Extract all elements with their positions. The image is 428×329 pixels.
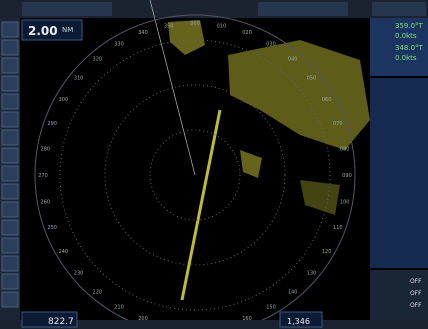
bearing-label: 310 <box>74 75 84 81</box>
bearing-label: 200 <box>138 316 148 322</box>
side-panel <box>370 78 428 268</box>
top-panel <box>258 2 348 16</box>
bearing-label: 030 <box>266 41 276 47</box>
top-panel <box>372 2 426 16</box>
radar-echo <box>168 20 370 215</box>
top-panel <box>22 2 112 16</box>
bottom-value: 822.7 <box>48 317 74 327</box>
toolbar-button[interactable] <box>1 129 19 146</box>
toolbar-button[interactable] <box>1 183 19 200</box>
range-box[interactable] <box>21 19 83 41</box>
toolbar-button[interactable] <box>1 39 19 56</box>
bearing-label: 160 <box>242 316 252 322</box>
bearing-label: 300 <box>59 97 69 103</box>
bearing-label: 280 <box>41 147 51 153</box>
bearing-label: 350 <box>164 23 174 29</box>
bearing-label: 290 <box>47 121 57 127</box>
bearing-label: 040 <box>288 57 298 63</box>
status-value: OFF <box>410 302 422 309</box>
radar-echo <box>180 109 222 301</box>
bearing-ring <box>34 14 356 329</box>
range-value: 2.00 <box>28 24 58 38</box>
bearing-label: 330 <box>114 41 124 47</box>
bearing-label: 250 <box>47 225 57 231</box>
status-value: OFF <box>410 278 422 285</box>
toolbar-button[interactable] <box>1 291 19 308</box>
bearing-label: 070 <box>333 121 343 127</box>
toolbar-button[interactable] <box>1 237 19 254</box>
value-box[interactable] <box>279 311 323 328</box>
bearing-label: 270 <box>38 173 48 179</box>
bearing-label: 060 <box>322 97 332 103</box>
toolbar-button[interactable] <box>1 147 19 164</box>
value-box[interactable] <box>21 311 78 328</box>
bearing-label: 140 <box>288 289 298 295</box>
bearing-label: 150 <box>266 305 276 311</box>
toolbar-button[interactable] <box>1 255 19 272</box>
bottom-value: 1,346 <box>287 317 310 326</box>
bearing-label: 340 <box>138 30 148 36</box>
bearing-label: 230 <box>74 271 84 277</box>
bearing-label: 090 <box>342 173 352 179</box>
bearing-label: 010 <box>217 23 227 29</box>
range-unit: NM <box>62 26 73 34</box>
toolbar-button[interactable] <box>1 165 19 182</box>
bearing-label: 210 <box>114 305 124 311</box>
toolbar-button[interactable] <box>1 93 19 110</box>
toolbar-button[interactable] <box>1 219 19 236</box>
bearing-label: 320 <box>93 57 103 63</box>
bearing-label: 110 <box>333 225 343 231</box>
bearing-label: 220 <box>93 289 103 295</box>
heading: 348.0°T <box>395 44 424 52</box>
toolbar-button[interactable] <box>1 75 19 92</box>
status-value: OFF <box>410 290 422 297</box>
toolbar-button[interactable] <box>1 57 19 74</box>
bottom-bar <box>0 320 428 329</box>
bearing-label: 130 <box>307 271 317 277</box>
heading: 359.0°T <box>395 22 424 30</box>
bearing-label: 050 <box>307 75 317 81</box>
bearing-label: 120 <box>322 249 332 255</box>
bearing-label: 240 <box>59 249 69 255</box>
bearing-label: 260 <box>41 199 51 205</box>
toolbar-button[interactable] <box>1 273 19 290</box>
toolbar-button[interactable] <box>1 111 19 128</box>
info-panel <box>370 18 428 76</box>
speed: 0.0kts <box>395 54 417 62</box>
toolbar-button[interactable] <box>1 21 19 38</box>
speed: 0.0kts <box>395 32 417 40</box>
bearing-label: 020 <box>242 30 252 36</box>
toolbar-button[interactable] <box>1 201 19 218</box>
range-rings <box>59 39 331 311</box>
status-panel <box>370 270 428 320</box>
bearing-label: 100 <box>340 199 350 205</box>
bearing-label: 080 <box>340 147 350 153</box>
bearing-label: 000 <box>190 21 200 27</box>
